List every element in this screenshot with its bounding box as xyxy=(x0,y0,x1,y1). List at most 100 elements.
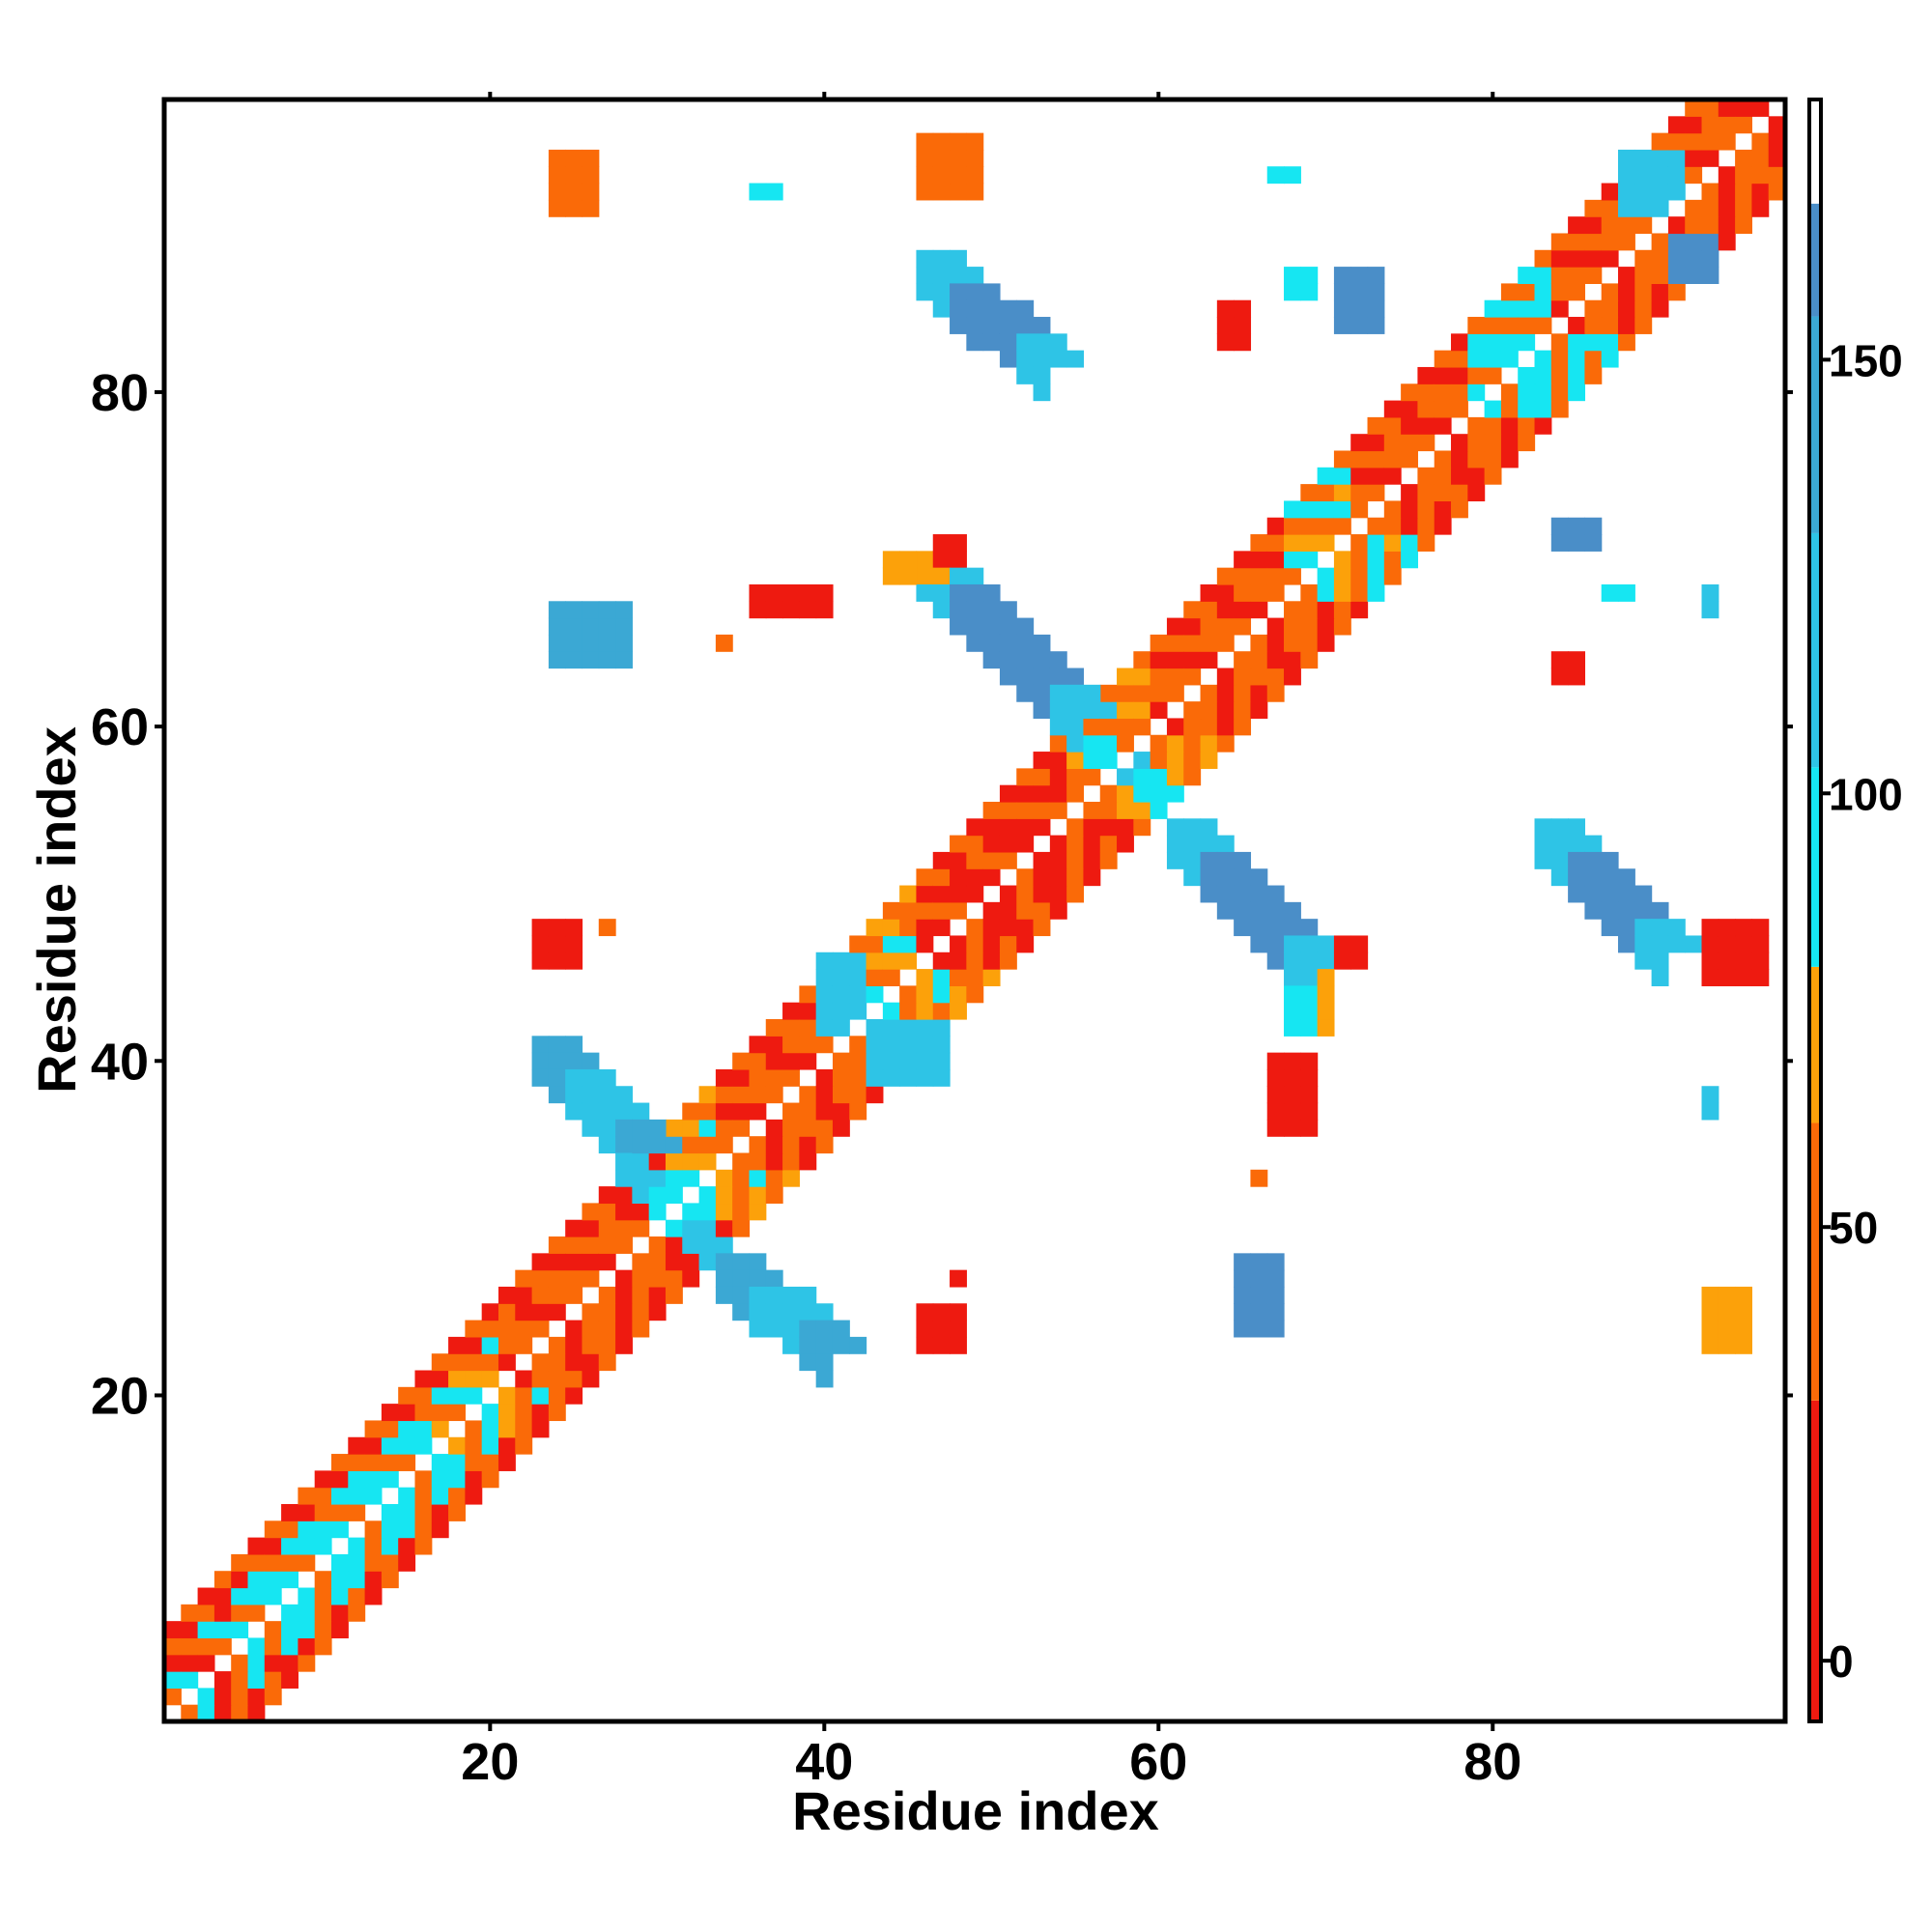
heatmap-cell xyxy=(815,1303,834,1321)
heatmap-cell xyxy=(1618,901,1635,920)
heatmap-cell xyxy=(932,1320,951,1338)
heatmap-cell xyxy=(1250,534,1268,552)
heatmap-cell xyxy=(431,1503,449,1521)
heatmap-cell xyxy=(899,1052,918,1070)
heatmap-cell xyxy=(481,1303,499,1321)
heatmap-cell xyxy=(1049,684,1067,702)
heatmap-cell xyxy=(1266,952,1285,970)
heatmap-cell xyxy=(1016,634,1035,652)
heatmap-cell xyxy=(1584,851,1603,869)
heatmap-cell xyxy=(1117,768,1134,786)
heatmap-cell xyxy=(899,952,918,970)
heatmap-cell xyxy=(1417,416,1435,435)
heatmap-cell xyxy=(932,132,951,151)
heatmap-cell xyxy=(932,885,951,903)
heatmap-cell xyxy=(1718,952,1736,970)
heatmap-cell xyxy=(1284,1019,1301,1037)
heatmap-cell xyxy=(715,634,733,652)
heatmap-cell xyxy=(582,1353,600,1372)
heatmap-cell xyxy=(1550,299,1569,318)
heatmap-cell xyxy=(1634,919,1653,937)
heatmap-cell xyxy=(213,1688,232,1706)
heatmap-cell xyxy=(1333,450,1351,469)
heatmap-cell xyxy=(732,1052,751,1070)
heatmap-cell xyxy=(765,1169,783,1187)
heatmap-cell xyxy=(1367,267,1385,284)
heatmap-cell xyxy=(497,1320,516,1338)
heatmap-cell xyxy=(465,1470,483,1489)
heatmap-cell xyxy=(1117,718,1134,736)
heatmap-cell xyxy=(247,1571,266,1589)
heatmap-cell xyxy=(849,1086,867,1104)
heatmap-cell xyxy=(966,333,984,352)
heatmap-cell xyxy=(966,317,984,334)
heatmap-cell xyxy=(281,1503,298,1521)
heatmap-cell xyxy=(1568,885,1586,903)
heatmap-cell xyxy=(799,1036,817,1054)
heatmap-cell xyxy=(1099,752,1118,769)
heatmap-cell xyxy=(548,952,566,970)
heatmap-cell xyxy=(632,1269,650,1288)
heatmap-cell xyxy=(665,1136,683,1154)
heatmap-cell xyxy=(398,1386,416,1405)
heatmap-cell xyxy=(582,1052,600,1070)
heatmap-cell xyxy=(381,1470,399,1489)
heatmap-cell xyxy=(1317,617,1335,636)
heatmap-cell xyxy=(1618,583,1635,602)
heatmap-cell xyxy=(1317,500,1335,519)
heatmap-cell xyxy=(582,1219,600,1237)
heatmap-cell xyxy=(982,801,1001,819)
heatmap-cell xyxy=(515,1404,533,1422)
heatmap-cell xyxy=(281,1604,298,1622)
heatmap-cell xyxy=(1383,434,1402,452)
heatmap-cell xyxy=(1049,701,1067,720)
heatmap-cell xyxy=(1300,583,1319,602)
heatmap-cell xyxy=(1083,734,1101,753)
heatmap-cell xyxy=(565,1052,583,1070)
heatmap-cell xyxy=(932,149,951,167)
heatmap-cell xyxy=(548,1068,566,1087)
heatmap-cell xyxy=(247,1671,266,1689)
heatmap-cell xyxy=(1266,651,1285,669)
heatmap-cell xyxy=(1484,450,1502,469)
heatmap-cell xyxy=(1117,801,1134,819)
heatmap-cell xyxy=(1300,1019,1319,1037)
heatmap-cell xyxy=(1401,534,1419,552)
heatmap-cell xyxy=(1634,299,1653,318)
heatmap-cell xyxy=(497,1286,516,1304)
heatmap-cell xyxy=(999,818,1017,837)
heatmap-cell xyxy=(231,1604,249,1622)
heatmap-cell xyxy=(465,1420,483,1438)
heatmap-cell xyxy=(1685,149,1703,167)
heatmap-cell xyxy=(849,985,867,1004)
heatmap-cell xyxy=(531,1320,550,1338)
heatmap-cell xyxy=(1467,317,1486,334)
heatmap-cell xyxy=(1451,467,1468,485)
heatmap-cell xyxy=(1300,651,1319,669)
heatmap-cell xyxy=(1066,734,1085,753)
heatmap-cell xyxy=(548,1386,566,1405)
heatmap-cell xyxy=(765,583,783,602)
heatmap-cell xyxy=(815,1002,834,1020)
heatmap-cell xyxy=(615,1286,633,1304)
heatmap-cell xyxy=(966,969,984,986)
heatmap-cell xyxy=(749,1286,767,1304)
heatmap-cell xyxy=(1367,567,1385,585)
heatmap-cell xyxy=(982,851,1001,869)
heatmap-cell xyxy=(615,1269,633,1288)
heatmap-cell xyxy=(1133,752,1151,769)
heatmap-cell xyxy=(1634,283,1653,301)
heatmap-cell xyxy=(1518,434,1536,452)
heatmap-cell xyxy=(1434,500,1452,519)
heatmap-cell xyxy=(1550,249,1569,268)
heatmap-cell xyxy=(882,935,900,953)
heatmap-cell xyxy=(1367,534,1385,552)
heatmap-cell xyxy=(1383,534,1402,552)
heatmap-cell xyxy=(1701,919,1719,937)
heatmap-cell xyxy=(1266,1269,1285,1288)
heatmap-cell xyxy=(1284,1086,1301,1104)
heatmap-cell xyxy=(966,149,984,167)
heatmap-cell xyxy=(698,1236,717,1254)
heatmap-cell xyxy=(481,1420,499,1438)
heatmap-cell xyxy=(1350,583,1369,602)
